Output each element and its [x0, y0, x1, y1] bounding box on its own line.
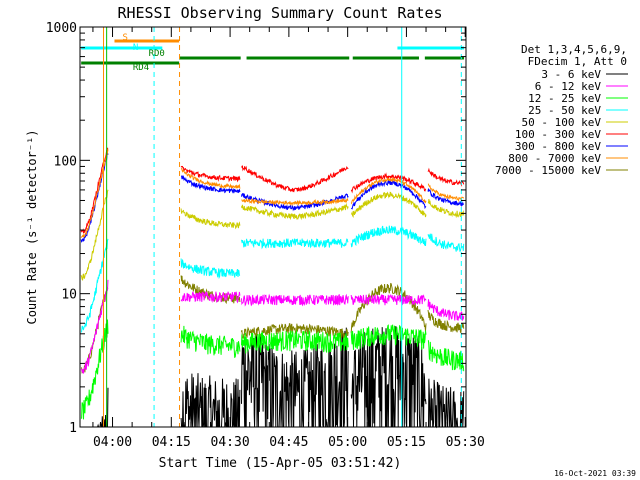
series-line-5-seg-1 [180, 165, 241, 183]
legend: Det 1,3,4,5,6,9,FDecim 1, Att 03 - 6 keV… [495, 43, 628, 177]
series-line-5-seg-4 [427, 167, 465, 187]
flag-rd4-label: RD4 [133, 63, 149, 73]
series-line-5-seg-2 [241, 165, 349, 193]
series-line-4-seg-2 [241, 202, 349, 221]
series-line-2-seg-3 [350, 324, 427, 350]
series-line-4-seg-3 [350, 191, 427, 219]
series-line-2-seg-1 [180, 325, 241, 359]
y-axis-label: Count Rate (s⁻¹ detector⁻¹) [25, 129, 39, 324]
series-line-3-seg-1 [180, 258, 241, 280]
series-line-1-seg-4 [427, 299, 465, 321]
legend-entry-label-8: 7000 - 15000 keV [495, 164, 601, 177]
x-tick-label: 05:15 [387, 435, 426, 450]
y-tick-label: 100 [54, 154, 77, 169]
legend-header-0: Det 1,3,4,5,6,9, [521, 43, 627, 56]
flag-rd0-label: RD0 [149, 49, 165, 59]
legend-header-1: FDecim 1, Att 0 [528, 55, 627, 68]
legend-entry-label-0: 3 - 6 keV [541, 68, 601, 81]
legend-entry-label-1: 6 - 12 keV [535, 80, 602, 93]
x-tick-label: 05:30 [446, 435, 485, 450]
series-line-7-seg-4 [427, 183, 465, 203]
series-line-7-seg-2 [241, 197, 349, 207]
x-tick-label: 04:45 [269, 435, 308, 450]
series-line-7-seg-1 [181, 168, 241, 190]
series-line-6-seg-3 [351, 178, 427, 210]
series-line-6-seg-4 [427, 188, 465, 207]
legend-entry-label-2: 12 - 25 keV [528, 92, 601, 105]
series-line-1-seg-2 [241, 293, 349, 307]
x-tick-label: 04:00 [93, 435, 132, 450]
series-line-0-seg-4 [428, 378, 465, 429]
flag-s-label: S [122, 33, 127, 43]
series-line-7-seg-3 [350, 176, 427, 205]
legend-entry-label-6: 300 - 800 keV [515, 140, 601, 153]
series-line-4-seg-1 [180, 208, 241, 230]
series-line-2-seg-2 [241, 329, 349, 354]
series-line-6-seg-2 [241, 192, 349, 212]
series-line-8-seg-4 [427, 310, 465, 334]
series-line-3-seg-3 [350, 225, 427, 248]
series-line-2-seg-4 [427, 339, 465, 372]
y-tick-label: 1000 [46, 21, 77, 36]
chart-title: RHESSI Observing Summary Count Rates [117, 4, 442, 22]
y-tick-label: 10 [61, 288, 77, 303]
series-line-3-seg-4 [427, 233, 465, 253]
x-tick-label: 05:00 [328, 435, 367, 450]
legend-entry-label-4: 50 - 100 keV [522, 116, 602, 129]
legend-entry-label-5: 100 - 300 keV [515, 128, 601, 141]
legend-entry-label-3: 25 - 50 keV [528, 104, 601, 117]
series-line-1-seg-3 [350, 293, 427, 306]
legend-entry-label-7: 800 - 7000 keV [508, 152, 601, 165]
x-tick-label: 04:15 [152, 435, 191, 450]
series-line-6-seg-1 [181, 174, 241, 194]
x-axis-label: Start Time (15-Apr-05 03:51:42) [159, 456, 402, 471]
footer-date: 16-Oct-2021 03:39 [554, 469, 636, 478]
axes: 1 10 100 1000 04:00 04:15 04:30 04:45 05:00 05:15… [46, 21, 485, 450]
series-line-3-seg-2 [241, 238, 349, 250]
y-tick-label: 1 [69, 421, 77, 436]
series-line-0-seg-2 [241, 327, 349, 428]
series-line-1-seg-1 [180, 291, 241, 304]
series-line-5-seg-3 [350, 172, 427, 194]
series-lines [80, 147, 465, 429]
x-tick-label: 04:30 [211, 435, 250, 450]
series-line-0-seg-1 [180, 373, 241, 428]
flag-n-label: N [133, 43, 138, 53]
attenuator-markers [103, 27, 462, 427]
series-line-4-seg-4 [427, 198, 465, 219]
plot-frame [79, 26, 467, 428]
